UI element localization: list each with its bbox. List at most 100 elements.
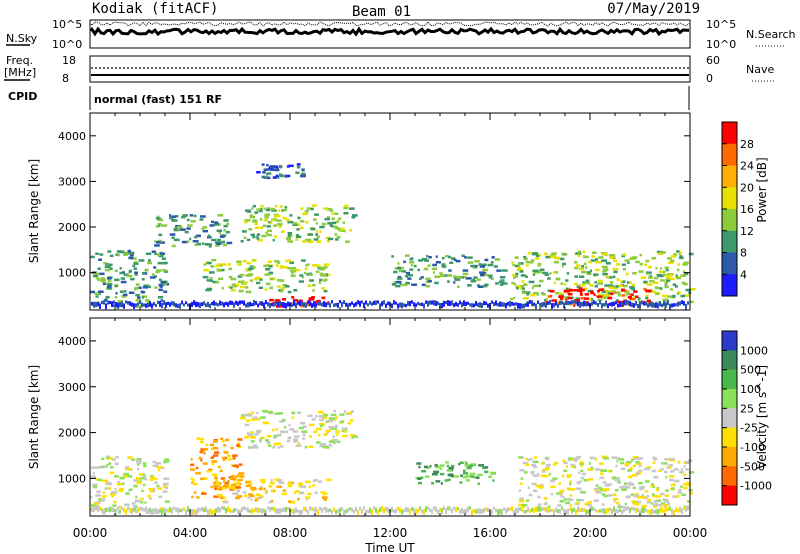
power-cell — [606, 290, 612, 293]
power-cell — [645, 271, 652, 274]
velocity-cell — [613, 499, 616, 503]
power-cell — [662, 270, 666, 274]
time-tick-label: 04:00 — [173, 526, 208, 540]
velocity-cell — [213, 495, 219, 498]
velocity-band-cell — [413, 507, 415, 514]
power-band-cell — [163, 300, 165, 305]
power-cell — [573, 282, 579, 286]
velocity-cell — [632, 464, 636, 468]
velocity-cell — [448, 467, 454, 470]
power-band-cell — [345, 302, 347, 307]
velocity-cell — [475, 476, 480, 479]
power-cell — [609, 290, 616, 293]
power-cell — [226, 222, 230, 226]
power-band-cell — [399, 302, 401, 308]
power-cell — [579, 287, 583, 290]
velocity-cell — [518, 489, 522, 492]
power-band-cell — [441, 302, 443, 309]
velocity-cell — [133, 484, 138, 488]
power-band-cell — [625, 300, 627, 305]
velocity-cell — [232, 454, 238, 457]
power-cell — [117, 300, 124, 303]
power-cell — [202, 226, 208, 229]
velocity-band-cell — [427, 506, 429, 510]
power-cell — [104, 268, 111, 272]
power-cell — [664, 266, 669, 270]
velocity-cell — [272, 446, 276, 449]
velocity-colorbar-label: Velocity [m s^-1] — [755, 365, 769, 469]
noise-panel: N.Sky 10^5 10^0 10^5 10^0 N.Search — [6, 18, 796, 51]
velocity-cell — [459, 481, 463, 484]
power-cell — [212, 280, 218, 284]
power-band-cell — [343, 300, 345, 304]
velocity-band-cell — [307, 509, 309, 515]
velocity-cell — [632, 456, 639, 459]
velocity-cell — [687, 484, 691, 487]
velocity-cell — [492, 479, 495, 482]
velocity-cell — [580, 460, 584, 464]
power-cell — [309, 273, 313, 276]
velocity-band-cell — [101, 508, 103, 513]
velocity-cell — [247, 433, 254, 437]
power-cell — [556, 292, 562, 295]
power-cell — [236, 263, 242, 266]
power-cell — [95, 295, 99, 298]
power-cell — [281, 287, 285, 290]
velocity-band-cell — [613, 506, 615, 512]
velocity-cell — [615, 488, 619, 492]
velocity-cell — [267, 444, 272, 447]
velocity-band-cell — [267, 506, 269, 510]
velocity-cell — [348, 411, 353, 415]
velocity-band-cell — [527, 507, 529, 512]
velocity-cell — [334, 416, 338, 419]
velocity-band-cell — [515, 507, 517, 514]
power-cell — [323, 263, 330, 266]
power-cell — [287, 220, 294, 224]
velocity-cell — [248, 493, 253, 496]
velocity-cell — [155, 462, 162, 465]
velocity-cell — [157, 487, 163, 490]
power-cell — [299, 274, 304, 277]
power-band-cell — [285, 303, 287, 309]
velocity-cell — [135, 495, 138, 499]
velocity-cell — [212, 454, 219, 457]
velocity-cell — [143, 477, 148, 481]
velocity-cell — [108, 462, 112, 465]
power-band-cell — [275, 301, 277, 305]
power-cell — [514, 256, 519, 259]
velocity-band-cell — [187, 506, 189, 513]
velocity-cell — [622, 485, 628, 488]
velocity-band-cell — [597, 509, 599, 513]
velocity-cell — [123, 472, 129, 476]
power-cell — [215, 281, 220, 284]
power-band-cell — [207, 301, 209, 307]
power-cell — [421, 257, 427, 261]
power-cell — [216, 242, 222, 245]
velocity-cell — [647, 498, 651, 502]
power-cell — [258, 286, 263, 289]
velocity-cell — [266, 441, 271, 444]
velocity-band-cell — [109, 506, 111, 513]
velocity-cell — [629, 483, 635, 486]
power-cell — [543, 252, 549, 256]
velocity-band-cell — [603, 508, 605, 514]
velocity-band-cell — [197, 507, 199, 514]
power-band-cell — [379, 303, 381, 310]
power-cell — [522, 287, 525, 290]
power-cell — [201, 227, 205, 231]
velocity-cell — [101, 495, 107, 498]
power-cell — [313, 300, 317, 304]
velocity-band-cell — [137, 508, 139, 513]
power-cell — [103, 261, 107, 265]
velocity-band-cell — [349, 507, 351, 511]
velocity-cell — [335, 433, 339, 436]
power-cell — [559, 297, 564, 300]
power-cell — [676, 268, 680, 272]
velocity-band-cell — [563, 508, 565, 515]
power-cell — [155, 270, 160, 274]
velocity-cell — [309, 435, 312, 438]
velocity-cell — [469, 472, 476, 476]
velocity-cell — [298, 485, 302, 488]
velocity-band-cell — [499, 508, 501, 515]
velocity-cell — [247, 412, 251, 416]
